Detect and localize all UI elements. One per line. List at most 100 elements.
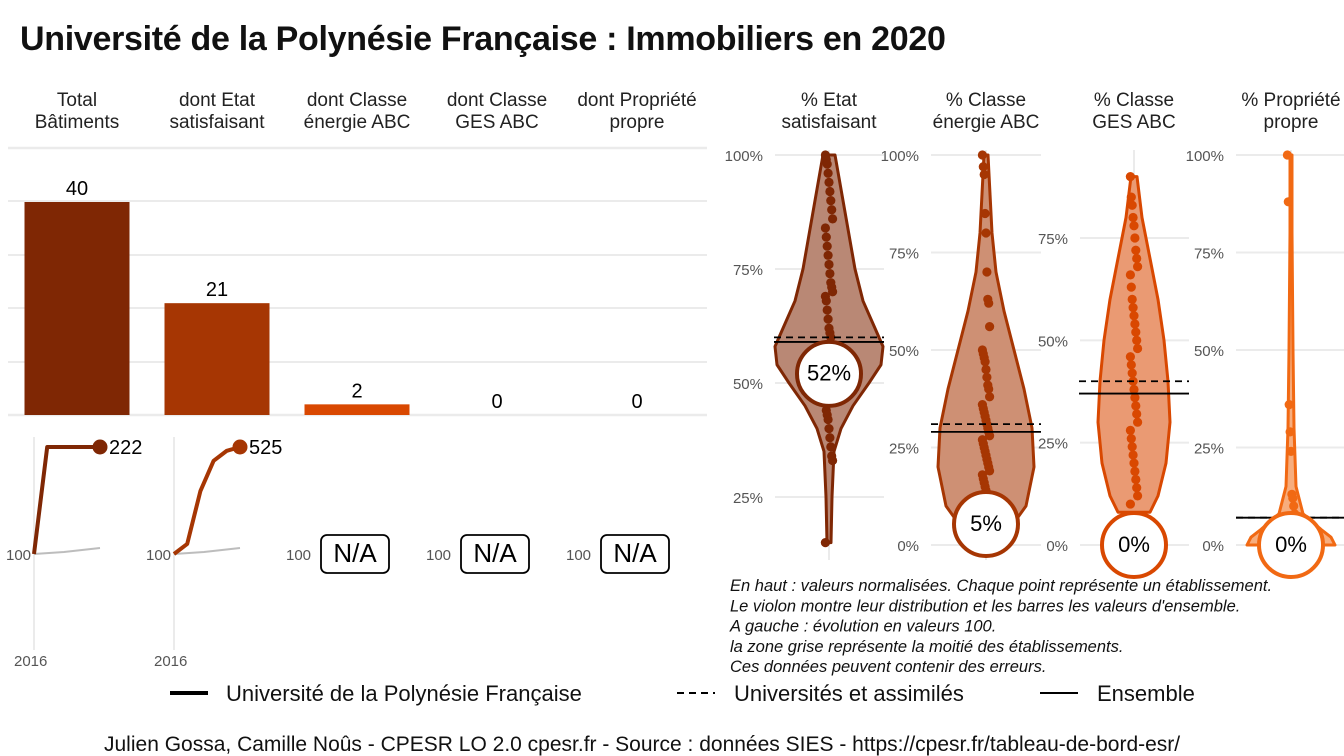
chart-title: Université de la Polynésie Française : I… [20, 20, 946, 58]
violin-tick-label: 50% [889, 343, 919, 360]
violin-point [1126, 282, 1136, 292]
bar-value-label: 21 [206, 279, 228, 301]
violin-point [1129, 458, 1139, 468]
category-label: Total Bâtiments [35, 90, 119, 133]
category-label: dont Etat satisfaisant [169, 90, 265, 133]
violin-shape [1245, 153, 1337, 547]
violin-point [1284, 400, 1294, 410]
value-circle [795, 339, 863, 408]
violin-tick-label: 0% [1202, 538, 1224, 555]
violin-point [828, 455, 838, 466]
violin-point [828, 214, 838, 224]
evolution-end-label: 222 [109, 437, 142, 459]
violin-point [827, 205, 837, 215]
bar [304, 404, 410, 415]
category-label-line: dont Classe [307, 90, 407, 111]
bar [164, 303, 270, 415]
bar-value-label: 0 [491, 391, 502, 413]
evolution-end-point [92, 439, 108, 455]
violin-point [1125, 352, 1135, 362]
violin-point [982, 267, 992, 277]
violin-point [1130, 393, 1140, 403]
violin-point [977, 150, 988, 160]
violin-point [1133, 343, 1143, 354]
evolution-year-label: 2016 [14, 653, 47, 670]
violin-point [823, 314, 833, 324]
violin-point [1128, 450, 1138, 460]
evolution-base-label: 100 [6, 547, 31, 564]
evolution-end-label: 525 [249, 437, 282, 459]
category-label-line: dont Etat [179, 90, 256, 111]
violin-point [984, 298, 994, 308]
evolution-base-label: 100 [286, 547, 311, 564]
violin-point [1128, 212, 1138, 223]
violin-tick-label: 100% [881, 148, 919, 165]
violin-point [980, 208, 990, 219]
violin-point [1127, 200, 1137, 210]
violin-point [1132, 483, 1142, 493]
na-label: N/A [473, 538, 517, 568]
violin-tick-label: 0% [1046, 538, 1068, 555]
violin-point [1133, 417, 1143, 427]
violin-tick-label: 100% [725, 148, 763, 165]
violin-header-line: énergie ABC [933, 112, 1040, 133]
bar-value-label: 0 [631, 391, 642, 413]
violin-point [1130, 233, 1140, 243]
violin-point [1126, 192, 1136, 202]
na-box [320, 534, 390, 574]
violin-tick-label: 25% [733, 490, 763, 507]
violin-point [1127, 442, 1137, 452]
value-circle [952, 490, 1020, 558]
violin-point [1282, 150, 1292, 160]
value-label: 5% [970, 511, 1002, 536]
violin-tick-label: 50% [1194, 343, 1224, 360]
violin-point [825, 186, 835, 197]
violin-point [1125, 270, 1135, 280]
na-box [460, 534, 530, 574]
violin-point [985, 322, 995, 332]
violin-point [1288, 493, 1298, 503]
violin-header-line: % Classe [1094, 90, 1174, 111]
bar-value-label: 40 [66, 178, 88, 200]
na-label: N/A [333, 538, 377, 568]
evolution-base-label: 100 [566, 547, 591, 564]
source-caption: Julien Gossa, Camille Noûs - CPESR LO 2.… [104, 733, 1180, 756]
violin-point [1129, 311, 1139, 321]
violin-point [823, 168, 833, 178]
violin-point [821, 232, 831, 242]
violin-header-line: % Propriété [1241, 90, 1340, 111]
violin-point [1131, 401, 1141, 411]
category-label-line: satisfaisant [169, 112, 265, 133]
value-circle [1257, 511, 1325, 579]
violin-point [1125, 172, 1135, 182]
category-label: dont Classe GES ABC [447, 90, 547, 133]
violin-tick-label: 75% [1038, 231, 1068, 248]
violin-point [1126, 433, 1136, 444]
value-label: 52% [807, 361, 851, 386]
violin-tick-label: 75% [889, 246, 919, 263]
evolution-reference-line [173, 547, 241, 555]
violin-point [822, 159, 832, 169]
violin-point [1131, 474, 1141, 485]
violin-point [1289, 501, 1299, 511]
violin-tick-label: 75% [733, 262, 763, 279]
violin-header-label: % Etat satisfaisant [781, 90, 877, 133]
violin-point [1131, 327, 1141, 337]
evolution-year-label: 2016 [154, 653, 187, 670]
value-label: 0% [1118, 532, 1150, 557]
violin-point [1125, 425, 1135, 435]
violin-point [820, 223, 831, 233]
violin-tick-label: 25% [1038, 436, 1068, 453]
violin-header-label: % Propriété propre [1241, 90, 1340, 133]
violin-shape [1096, 175, 1172, 514]
na-box [600, 534, 670, 574]
violin-point [824, 177, 834, 187]
note-line: En haut : valeurs normalisées. Chaque po… [730, 577, 1272, 595]
violin-point [981, 364, 991, 375]
violin-point [824, 259, 834, 270]
violin-header-line: satisfaisant [781, 112, 877, 133]
evolution-end-point [232, 439, 248, 455]
violin-point [980, 357, 990, 367]
violin-point [822, 305, 832, 315]
